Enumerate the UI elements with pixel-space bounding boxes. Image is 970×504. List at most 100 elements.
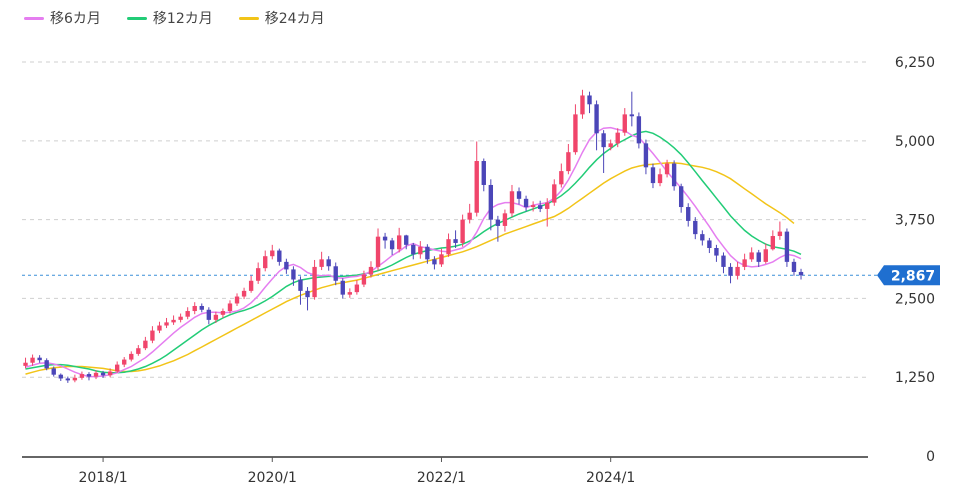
candle-body <box>143 340 148 349</box>
candle-body <box>30 357 35 363</box>
y-tick-label: 0 <box>926 449 935 465</box>
candle-body <box>326 259 331 267</box>
candle-body <box>389 240 395 250</box>
legend-swatch-ma6 <box>24 16 44 20</box>
candle-body <box>178 316 183 320</box>
candle-body <box>608 143 613 148</box>
candle-body <box>284 261 289 270</box>
candle-body <box>516 191 522 199</box>
candle-body <box>636 116 642 144</box>
candle-body <box>298 279 303 291</box>
candle-body <box>206 309 212 320</box>
candle-body <box>157 325 162 331</box>
candle-body <box>439 254 444 265</box>
candle-body <box>721 255 726 267</box>
series-line-ma24 <box>25 162 795 375</box>
x-tick-label: 2020/1 <box>248 470 297 486</box>
candle-body <box>700 234 705 241</box>
legend-item-ma6[interactable]: 移6カ月 <box>24 8 101 28</box>
candle-body <box>312 266 317 298</box>
candle-body <box>488 184 494 220</box>
candle-body <box>784 231 790 262</box>
candle-body <box>728 266 733 276</box>
candle-body <box>58 374 63 379</box>
legend-swatch-ma12 <box>126 16 147 20</box>
candle-body <box>552 184 557 203</box>
candle-body <box>537 205 543 209</box>
candle-body <box>425 246 430 260</box>
candle-body <box>51 368 56 375</box>
candle-body <box>587 95 592 105</box>
candle-body <box>678 186 684 208</box>
candle-body <box>164 322 169 326</box>
candle-body <box>263 256 268 269</box>
legend: 移6カ月 移12カ月 移24カ月 <box>24 8 325 28</box>
candle-body <box>305 290 310 298</box>
candle-body <box>749 252 754 260</box>
candle-body <box>714 248 719 256</box>
candle-body <box>213 314 219 320</box>
legend-item-ma12[interactable]: 移12カ月 <box>126 8 213 28</box>
candle-body <box>136 348 141 354</box>
candle-body <box>199 305 204 310</box>
current-price-badge <box>877 265 940 286</box>
candle-body <box>404 235 409 245</box>
candle-body <box>241 290 247 297</box>
candle-body <box>594 104 599 134</box>
candle-body <box>100 372 106 376</box>
candle-body <box>573 114 578 153</box>
candle-body <box>523 198 529 208</box>
candle-body <box>566 152 571 172</box>
candle-body <box>220 311 226 315</box>
candle-body <box>107 371 113 376</box>
candle-body <box>72 377 78 381</box>
candle-body <box>657 174 663 184</box>
candle-body <box>446 239 451 255</box>
candle-body <box>291 269 296 280</box>
candle-body <box>474 161 479 213</box>
candle-body <box>37 357 42 361</box>
candle-body <box>481 161 486 185</box>
candle-body <box>756 252 761 262</box>
x-tick-label: 2024/1 <box>586 470 635 486</box>
candle-body <box>270 250 275 257</box>
x-tick-label: 2018/1 <box>78 470 127 486</box>
candle-body <box>227 303 233 312</box>
candle-body <box>171 319 176 323</box>
candle-body <box>770 236 776 250</box>
candle-body <box>763 249 768 262</box>
candle-body <box>361 274 367 285</box>
candle-body <box>411 244 416 255</box>
candle-body <box>460 219 465 243</box>
candle-body <box>545 202 550 209</box>
candle-body <box>79 374 85 378</box>
candle-body <box>495 219 501 226</box>
candle-body <box>707 240 712 248</box>
candle-body <box>234 296 240 304</box>
candle-body <box>347 292 353 295</box>
x-tick-label: 2022/1 <box>417 470 466 486</box>
current-price-label: 2,867 <box>891 268 935 284</box>
candle-body <box>150 330 155 341</box>
candle-body <box>509 191 515 214</box>
candle-body <box>502 213 508 226</box>
candle-body <box>114 364 120 372</box>
candle-body <box>530 205 536 208</box>
candle-body <box>601 133 606 148</box>
candle-body <box>375 236 381 267</box>
candle-body <box>643 143 649 168</box>
y-tick-label: 6,250 <box>895 55 935 71</box>
candle-body <box>354 284 360 293</box>
candle-body <box>671 163 677 187</box>
candle-body <box>580 95 585 115</box>
candle-body <box>693 220 698 235</box>
candle-body <box>622 114 627 133</box>
candle-body <box>23 362 28 366</box>
legend-item-ma24[interactable]: 移24カ月 <box>238 8 325 28</box>
candle-body <box>93 372 99 377</box>
candle-body <box>798 271 804 276</box>
candle-body <box>333 266 338 281</box>
candle-body <box>791 261 797 272</box>
